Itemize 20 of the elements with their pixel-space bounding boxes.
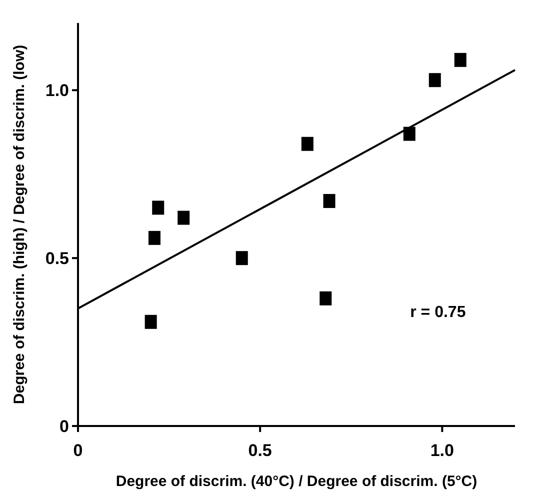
point [323, 194, 336, 208]
y-axis-title: Degree of discrim. (high) / Degree of discrim. (low) [11, 44, 28, 404]
point [454, 52, 466, 67]
point [428, 73, 441, 88]
y-tick-label: 1.0 [45, 81, 69, 100]
x-axis-title: Degree of discrim. (40°C) / Degree of discrim. (5°C) [116, 473, 478, 490]
point [144, 314, 157, 329]
x-tick-label: 0 [73, 441, 83, 460]
annotation: r = 0.75 [410, 304, 466, 322]
point [148, 230, 160, 245]
y-tick-label: 0 [60, 416, 69, 436]
point [236, 251, 248, 266]
point [152, 200, 164, 215]
point [178, 210, 190, 225]
point [301, 136, 314, 151]
x-tick-label: 1.0 [430, 441, 454, 460]
point [403, 126, 416, 141]
x-tick-label: 0.5 [248, 441, 272, 460]
y-tick-label: 0.5 [45, 249, 69, 268]
point [320, 291, 332, 306]
